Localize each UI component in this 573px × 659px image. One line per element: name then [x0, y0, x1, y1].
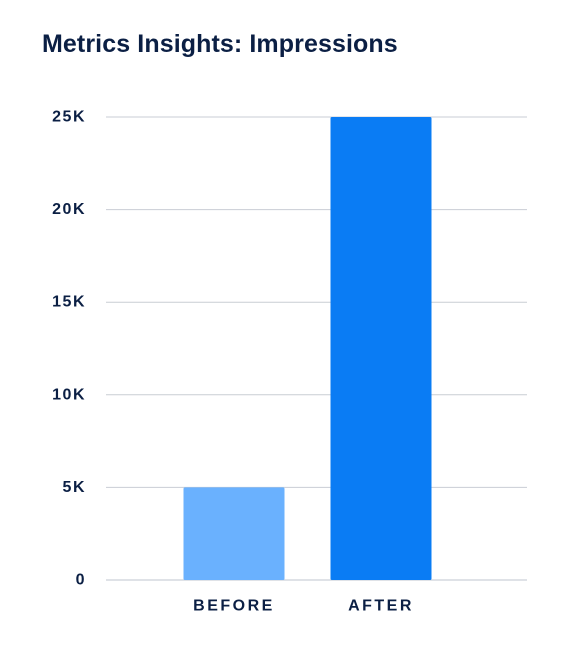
gridlines: [106, 116, 527, 581]
x-category-label-after: AFTER: [348, 598, 414, 615]
y-tick-label: 25K: [52, 109, 86, 126]
y-axis-tick-labels: 0 5K 10K 15K 20K 25K: [52, 109, 86, 589]
bars: [183, 117, 432, 580]
bar-after: [330, 117, 432, 580]
y-tick-label: 0: [76, 572, 86, 589]
bar-before: [183, 487, 285, 580]
chart-title: Metrics Insights: Impressions: [42, 30, 398, 58]
y-tick-label: 5K: [63, 479, 86, 496]
y-tick-label: 15K: [52, 294, 86, 311]
x-axis-category-labels: BEFORE AFTER: [193, 598, 414, 615]
y-tick-label: 10K: [52, 386, 86, 403]
y-tick-label: 20K: [52, 201, 86, 218]
x-category-label-before: BEFORE: [193, 598, 275, 615]
